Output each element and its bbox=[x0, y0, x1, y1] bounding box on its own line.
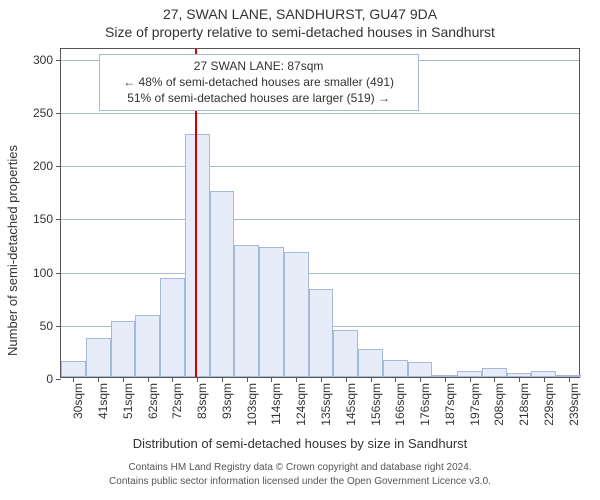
x-tick-label: 103sqm bbox=[245, 383, 259, 426]
y-tick-mark bbox=[56, 60, 61, 61]
x-tick-mark bbox=[222, 377, 223, 382]
x-tick-label: 124sqm bbox=[294, 383, 308, 426]
x-tick-label: 166sqm bbox=[393, 383, 407, 426]
x-tick-label: 93sqm bbox=[220, 383, 234, 419]
histogram-bar bbox=[210, 191, 235, 377]
y-gridline bbox=[61, 113, 579, 114]
x-tick-mark bbox=[73, 377, 74, 382]
x-tick-mark bbox=[123, 377, 124, 382]
x-tick-mark bbox=[296, 377, 297, 382]
y-tick-mark bbox=[56, 326, 61, 327]
footer-attribution-1: Contains HM Land Registry data © Crown c… bbox=[0, 462, 600, 473]
histogram-bar bbox=[482, 368, 507, 377]
histogram-bar bbox=[383, 360, 408, 377]
histogram-bar bbox=[333, 330, 358, 377]
x-tick-mark bbox=[247, 377, 248, 382]
x-tick-label: 41sqm bbox=[96, 383, 110, 419]
x-tick-mark bbox=[172, 377, 173, 382]
y-tick-label: 250 bbox=[33, 106, 53, 120]
y-gridline bbox=[61, 273, 579, 274]
x-tick-label: 218sqm bbox=[517, 383, 531, 426]
x-tick-mark bbox=[420, 377, 421, 382]
x-tick-label: 145sqm bbox=[344, 383, 358, 426]
annotation-line: ← 48% of semi-detached houses are smalle… bbox=[108, 74, 410, 90]
histogram-bar bbox=[309, 289, 334, 377]
x-tick-mark bbox=[321, 377, 322, 382]
x-tick-mark bbox=[470, 377, 471, 382]
x-tick-label: 187sqm bbox=[443, 383, 457, 426]
y-tick-mark bbox=[56, 113, 61, 114]
x-tick-label: 197sqm bbox=[468, 383, 482, 426]
histogram-bar bbox=[160, 278, 185, 377]
histogram-bar bbox=[408, 362, 433, 377]
y-axis-label-text: Number of semi-detached properties bbox=[5, 145, 20, 356]
x-tick-label: 62sqm bbox=[146, 383, 160, 419]
x-tick-mark bbox=[544, 377, 545, 382]
x-tick-mark bbox=[371, 377, 372, 382]
x-tick-label: 72sqm bbox=[170, 383, 184, 419]
x-tick-mark bbox=[148, 377, 149, 382]
x-tick-mark bbox=[519, 377, 520, 382]
x-axis-label: Distribution of semi-detached houses by … bbox=[0, 436, 600, 451]
histogram-bar bbox=[284, 252, 309, 377]
y-tick-label: 50 bbox=[40, 319, 53, 333]
y-tick-label: 0 bbox=[46, 372, 53, 386]
y-axis-label: Number of semi-detached properties bbox=[4, 0, 20, 500]
x-tick-mark bbox=[494, 377, 495, 382]
x-tick-mark bbox=[346, 377, 347, 382]
annotation-line: 51% of semi-detached houses are larger (… bbox=[108, 90, 410, 106]
y-tick-mark bbox=[56, 219, 61, 220]
x-tick-mark bbox=[98, 377, 99, 382]
histogram-bar bbox=[259, 247, 284, 377]
annotation-line: 27 SWAN LANE: 87sqm bbox=[108, 58, 410, 74]
x-tick-label: 83sqm bbox=[195, 383, 209, 419]
x-tick-label: 51sqm bbox=[121, 383, 135, 419]
histogram-bar bbox=[86, 338, 111, 377]
footer-attribution-2: Contains public sector information licen… bbox=[0, 476, 600, 487]
y-gridline bbox=[61, 219, 579, 220]
histogram-bar bbox=[358, 349, 383, 377]
x-tick-label: 114sqm bbox=[269, 383, 283, 425]
y-tick-label: 100 bbox=[33, 266, 53, 280]
y-gridline bbox=[61, 166, 579, 167]
x-tick-mark bbox=[569, 377, 570, 382]
annotation-box: 27 SWAN LANE: 87sqm← 48% of semi-detache… bbox=[99, 54, 419, 111]
x-tick-mark bbox=[271, 377, 272, 382]
x-tick-label: 156sqm bbox=[369, 383, 383, 426]
chart-main-title: 27, SWAN LANE, SANDHURST, GU47 9DA bbox=[0, 6, 600, 22]
x-tick-label: 135sqm bbox=[319, 383, 333, 426]
y-tick-label: 200 bbox=[33, 159, 53, 173]
x-tick-mark bbox=[445, 377, 446, 382]
x-tick-label: 229sqm bbox=[542, 383, 556, 426]
y-tick-mark bbox=[56, 379, 61, 380]
histogram-bar bbox=[111, 321, 136, 377]
chart-plot-area: 05010015020025030030sqm41sqm51sqm62sqm72… bbox=[60, 48, 580, 378]
histogram-bar bbox=[61, 361, 86, 377]
y-tick-mark bbox=[56, 166, 61, 167]
chart-sub-title: Size of property relative to semi-detach… bbox=[0, 24, 600, 40]
x-tick-mark bbox=[395, 377, 396, 382]
histogram-bar bbox=[135, 315, 160, 377]
y-tick-label: 300 bbox=[33, 53, 53, 67]
y-tick-mark bbox=[56, 273, 61, 274]
x-tick-label: 239sqm bbox=[567, 383, 581, 426]
x-tick-mark bbox=[197, 377, 198, 382]
y-tick-label: 150 bbox=[33, 212, 53, 226]
histogram-bar bbox=[234, 245, 259, 377]
x-tick-label: 176sqm bbox=[418, 383, 432, 426]
x-tick-label: 30sqm bbox=[71, 383, 85, 419]
x-tick-label: 208sqm bbox=[492, 383, 506, 426]
